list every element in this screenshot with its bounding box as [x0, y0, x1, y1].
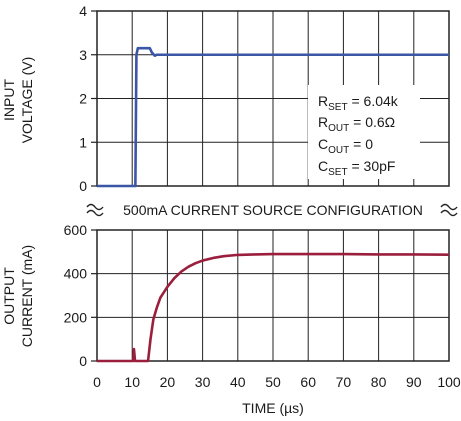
voltage-y-tick-label: 3: [79, 47, 87, 63]
annotation-rout-main: R: [318, 114, 328, 130]
time-x-tick-label: 90: [406, 374, 422, 390]
axis-break-banner: 500mA CURRENT SOURCE CONFIGURATION: [86, 196, 458, 222]
annotation-cout: COUT = 0: [318, 136, 373, 156]
annotation-rset: RSET = 6.04k: [318, 93, 399, 113]
voltage-ylabel-line1: INPUT: [1, 79, 17, 121]
output-current-series: [97, 252, 450, 363]
annotation-cout-sub: OUT: [328, 145, 349, 156]
time-x-tick-label: 60: [300, 374, 316, 390]
current-y-tick-label: 200: [64, 309, 88, 325]
time-x-tick-label: 70: [336, 374, 352, 390]
input-voltage-series: [97, 46, 449, 188]
time-x-tick-label: 50: [265, 374, 281, 390]
voltage-y-tick-label: 0: [79, 178, 87, 194]
annotation-rout: ROUT = 0.6Ω: [318, 114, 395, 134]
voltage-y-tick-label: 2: [79, 91, 87, 107]
current-y-tick-label: 600: [64, 222, 88, 238]
voltage-ylabel-line2: VOLTAGE (V): [19, 57, 35, 144]
annotation-rout-sub: OUT: [328, 123, 349, 134]
break-left-icon: [86, 203, 104, 217]
annotation-rout-value: = 0.6Ω: [349, 114, 395, 130]
annotation-rset-value: = 6.04k: [348, 93, 399, 109]
annotation-cout-main: C: [318, 136, 328, 152]
current-ylabel-line2: CURRENT (mA): [19, 245, 35, 347]
banner-label: 500mA CURRENT SOURCE CONFIGURATION: [123, 202, 423, 218]
time-x-tick-label: 0: [93, 374, 101, 390]
annotation-cset-main: C: [318, 158, 328, 174]
output-current-panel: 0 200 400 600 0 10 20 30 40 50 60 70 80 90 100 OUTPUT…: [1, 222, 461, 416]
annotation-background: [308, 85, 420, 179]
annotation-cset-sub: SET: [328, 167, 347, 178]
banner-background: [96, 196, 450, 222]
time-x-tick-label: 80: [371, 374, 387, 390]
current-y-ticks: 0 200 400 600: [64, 222, 97, 369]
break-right-icon: [440, 203, 458, 217]
annotation-rset-main: R: [318, 93, 328, 109]
voltage-y-tick-label: 1: [79, 134, 87, 150]
annotation-cset-value: = 30pF: [348, 158, 396, 174]
annotation-cset: CSET = 30pF: [318, 158, 395, 178]
annotation-cout-value: = 0: [349, 136, 373, 152]
current-y-tick-label: 400: [64, 266, 88, 282]
time-x-tick-label: 20: [160, 374, 176, 390]
current-ylabel-line1: OUTPUT: [1, 267, 17, 325]
time-xlabel: TIME (µs): [242, 400, 304, 416]
time-x-tick-label: 100: [437, 374, 461, 390]
voltage-y-tick-label: 4: [79, 3, 87, 19]
current-grid: [97, 230, 449, 361]
voltage-y-ticks: 0 1 2 3 4: [79, 3, 97, 194]
time-x-tick-label: 10: [124, 374, 140, 390]
time-x-ticks: 0 10 20 30 40 50 60 70 80 90 100: [93, 374, 461, 390]
time-x-tick-label: 30: [195, 374, 211, 390]
time-x-tick-label: 40: [230, 374, 246, 390]
annotation-rset-sub: SET: [328, 102, 347, 113]
current-y-tick-label: 0: [79, 353, 87, 369]
